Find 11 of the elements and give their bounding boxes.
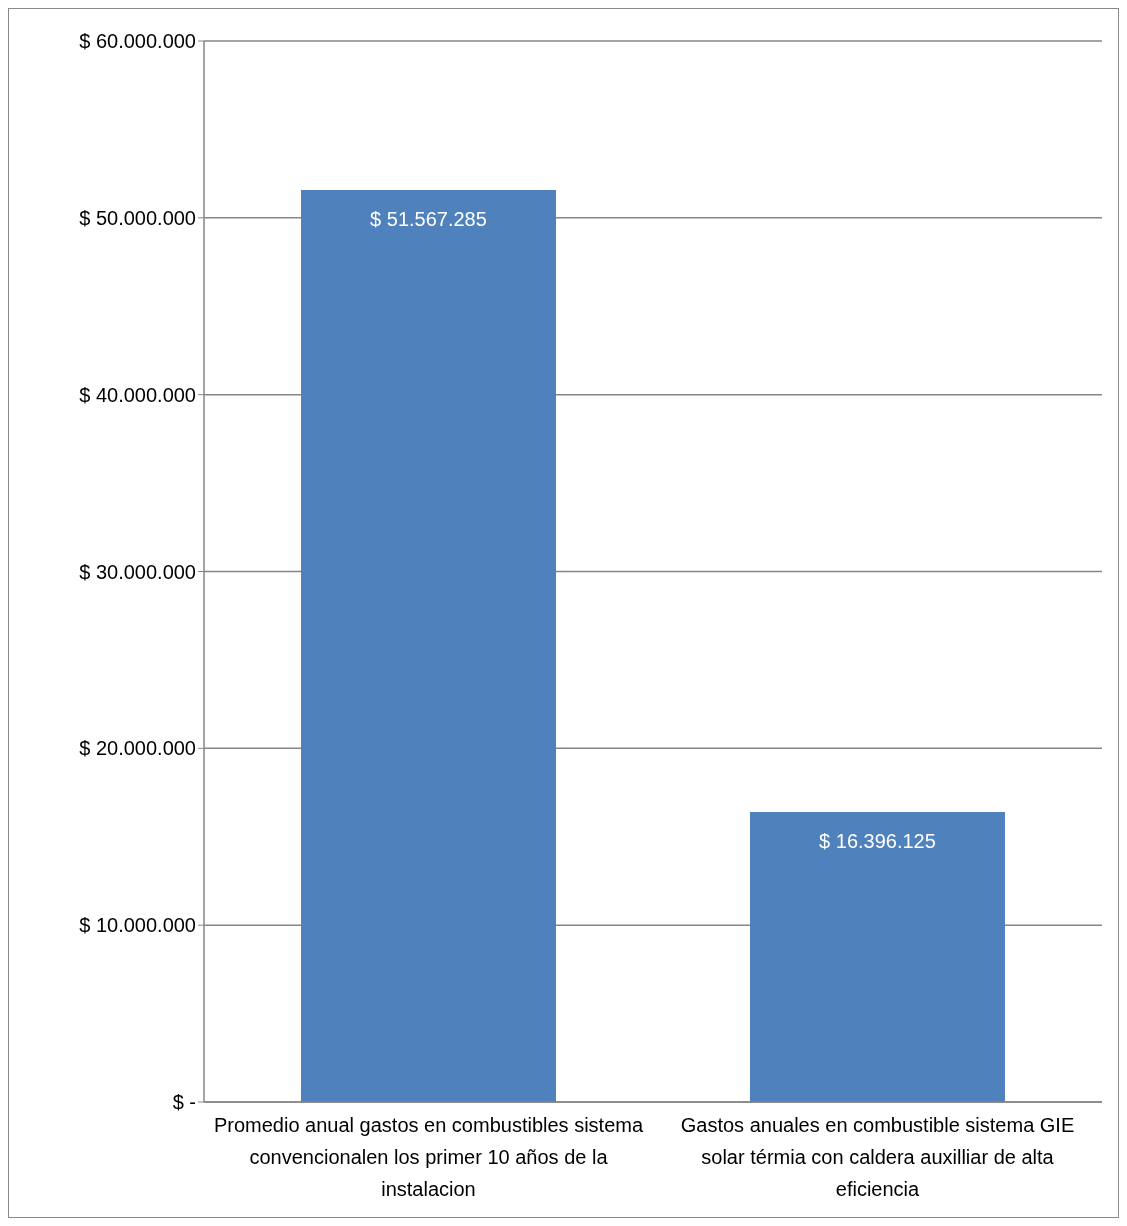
x-tick-label: Promedio anual gastos en combustibles sistema convencionalen los primer 10 años de la instalacion — [213, 1114, 644, 1200]
data-label: $ 16.396.125 — [819, 830, 936, 853]
y-tick-label: $ 50.000.000 — [79, 206, 196, 229]
x-tick-label: Gastos anuales en combustible sistema GIE solar térmia con caldera auxilliar de alta eficiencia — [680, 1114, 1075, 1200]
y-tick-label: $ 10.000.000 — [79, 914, 196, 937]
y-tick-label: $ 30.000.000 — [79, 560, 196, 583]
y-tick-label: $ 20.000.000 — [79, 737, 196, 760]
y-tick-label: $ - — [172, 1091, 196, 1114]
data-label: $ 51.567.285 — [370, 208, 487, 231]
y-tick-label: $ 60.000.000 — [79, 30, 196, 53]
y-tick-label: $ 40.000.000 — [79, 383, 196, 406]
